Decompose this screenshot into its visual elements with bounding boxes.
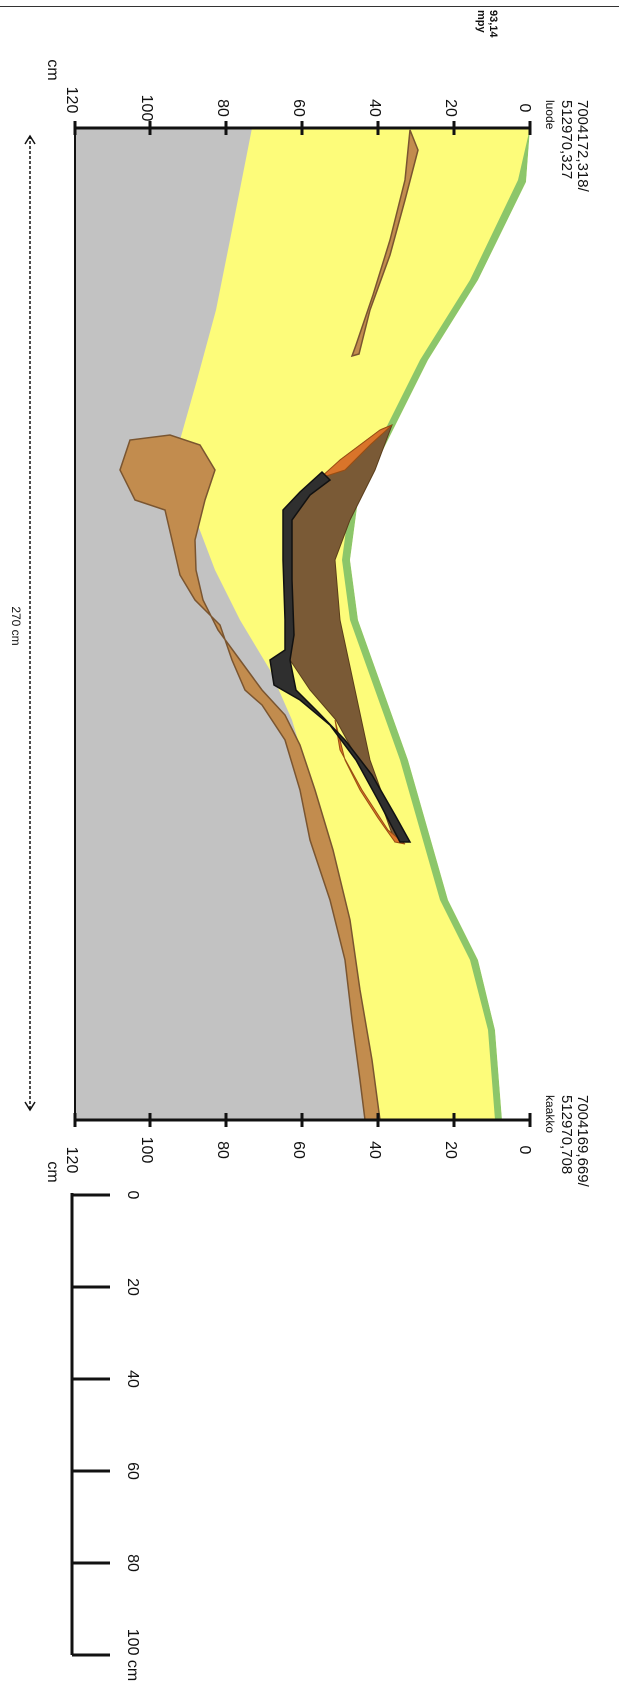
tick-label: 80 [214, 99, 231, 117]
tick-label: 0 [516, 1146, 533, 1155]
end-coord-line1: 7004169,669/ [574, 1095, 591, 1188]
tick-label: 40 [366, 99, 383, 117]
tick-label: 0 [516, 104, 533, 113]
end-coord-line2: 512970,708 [558, 1095, 575, 1174]
start-coord-line2: 512970,327 [558, 100, 575, 179]
scale-tick-label: 100 cm [124, 1629, 141, 1681]
tick-label: 40 [366, 1141, 383, 1159]
profile-section [75, 128, 530, 1121]
tick-label: 100 [138, 1137, 155, 1164]
tick-label: 120 [63, 1147, 80, 1174]
start-labels: 7004172,318/ 512970,327 luode 93,14 mpy [475, 10, 591, 193]
start-coord-line1: 7004172,318/ [574, 100, 591, 193]
end-direction: kaakko [543, 1095, 557, 1133]
rust-edge-lower [334, 719, 406, 845]
end-labels: 7004169,669/ 512970,708 kaakko [543, 1095, 591, 1188]
tick-label: 60 [290, 99, 307, 117]
scale-tick-label: 60 [124, 1462, 141, 1480]
scale-tick-label: 80 [124, 1554, 141, 1572]
tick-label: 100 [138, 95, 155, 122]
clay-lens-upper [350, 129, 419, 358]
tick-label: 20 [442, 99, 459, 117]
tick-label: 120 [63, 87, 80, 114]
width-label: 270 cm [9, 606, 23, 645]
right-tick-labels: 0 20 40 60 80 100 120 cm [44, 1137, 533, 1183]
top-border-line [0, 6, 619, 7]
scale-tick-label: 40 [124, 1370, 141, 1388]
start-direction: luode [543, 100, 557, 130]
tick-label: 20 [442, 1141, 459, 1159]
charcoal-band [269, 470, 412, 843]
unit-label: cm [44, 1161, 61, 1182]
scale-bar: 0 20 40 60 80 100 cm [70, 1191, 141, 1681]
tick-label: 80 [214, 1141, 231, 1159]
elevation-line1: 93,14 [487, 10, 499, 38]
unit-label: cm [44, 59, 61, 80]
scale-tick-label: 20 [124, 1278, 141, 1296]
air-gap [350, 128, 530, 1120]
elevation-line2: mpy [475, 10, 487, 34]
tick-label: 60 [290, 1141, 307, 1159]
width-dimension: 270 cm [9, 134, 36, 1112]
left-tick-labels: 0 20 40 60 80 100 120 cm [44, 59, 533, 121]
scale-tick-label: 0 [124, 1191, 141, 1200]
